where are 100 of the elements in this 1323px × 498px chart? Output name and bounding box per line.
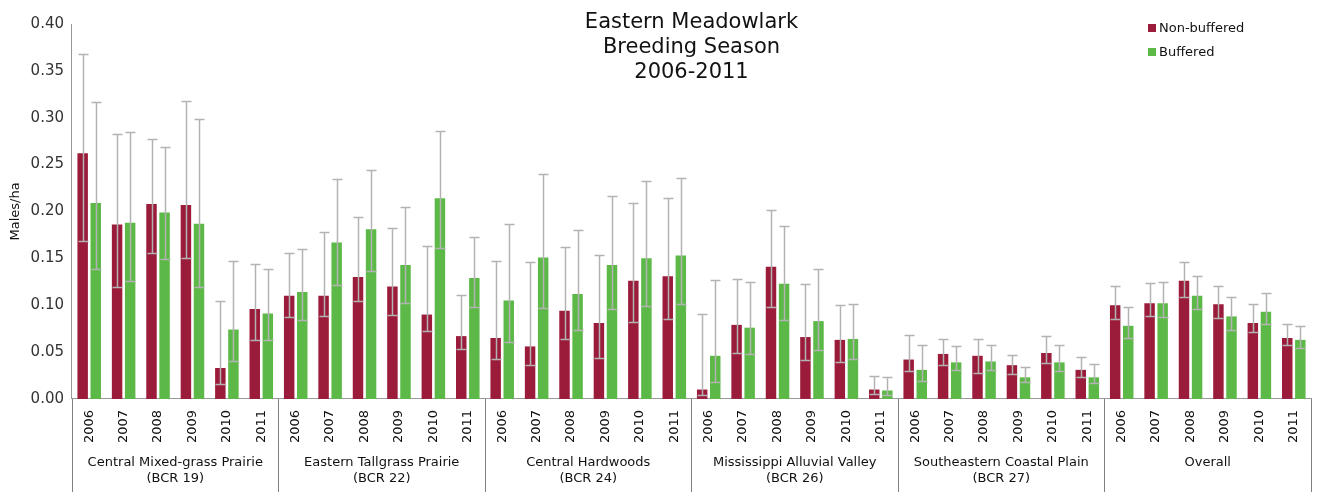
text: Eastern Tallgrass Prairie (BCR 22) [304, 453, 460, 485]
bar [572, 293, 583, 399]
bar [1054, 362, 1065, 399]
x-tick-label: 2011 [459, 409, 475, 444]
bar [1109, 305, 1121, 399]
bar [731, 324, 742, 399]
bar [744, 327, 755, 399]
bar [421, 314, 433, 399]
x-tick-label: 2006 [493, 409, 509, 444]
text: Southeastern Coastal Plain (BCR 27) [913, 453, 1089, 485]
bar [352, 277, 364, 399]
bar [641, 258, 652, 399]
bar [1075, 369, 1086, 399]
text: Overall [1184, 453, 1231, 469]
bar [985, 361, 996, 399]
bar [813, 321, 824, 399]
bar [77, 153, 88, 399]
x-tick-label: 2010 [424, 409, 440, 444]
bar [331, 242, 342, 399]
bar [593, 323, 605, 399]
x-tick-label: 2010 [631, 409, 647, 444]
bar [1282, 337, 1293, 399]
x-tick-label: 2007 [321, 409, 337, 444]
y-tick-label: 0.15 [30, 248, 64, 267]
y-tick-label: 0.30 [30, 107, 64, 126]
bar [262, 313, 274, 399]
bar [765, 266, 777, 399]
bar [950, 362, 962, 399]
y-tick-label: 0.00 [30, 388, 64, 407]
x-tick-label: 2008 [149, 409, 165, 444]
x-tick-label: 2011 [1078, 409, 1094, 444]
x-tick-label: 2006 [287, 409, 303, 444]
y-axis-title: Males/ha [7, 182, 23, 241]
legend-label: Buffered [1159, 44, 1215, 59]
bar [903, 359, 914, 399]
bar [1247, 323, 1259, 399]
x-tick-label: 2008 [768, 409, 784, 444]
x-tick-label: 2007 [528, 409, 543, 444]
x-tick-label: 2007 [941, 409, 956, 444]
y-tick-label: 0.35 [30, 60, 64, 79]
bar [193, 223, 205, 399]
bar [1123, 325, 1134, 399]
bar [847, 338, 859, 399]
bar [1041, 352, 1052, 399]
bar [124, 222, 136, 399]
bar [778, 283, 790, 399]
bar [1178, 280, 1190, 399]
bar [159, 212, 170, 399]
x-tick-label: 2009 [596, 409, 612, 444]
bar [1260, 311, 1272, 399]
bar [1157, 303, 1168, 399]
bar [559, 310, 570, 399]
bar [1019, 377, 1031, 399]
bar [215, 367, 226, 399]
y-tick-label: 0.25 [30, 154, 64, 173]
bar [180, 204, 192, 399]
bar [283, 295, 295, 399]
bar [834, 339, 846, 399]
x-tick-label: 2009 [390, 409, 406, 444]
bar [90, 203, 101, 399]
x-tick-label: 2011 [872, 409, 888, 444]
x-tick-label: 2009 [1216, 409, 1232, 444]
bar [228, 329, 239, 399]
bar [503, 300, 514, 399]
bar [1295, 339, 1306, 399]
legend-label: Non-buffered [1159, 20, 1245, 35]
x-tick-label: 2011 [252, 409, 268, 444]
x-tick-label: 2008 [975, 409, 991, 444]
x-tick-label: 2010 [837, 409, 853, 444]
bar [1088, 377, 1100, 399]
bar [387, 286, 398, 399]
bar [675, 255, 687, 399]
y-tick-label: 0.05 [30, 341, 64, 360]
bar [972, 355, 983, 399]
x-tick-label: 2009 [803, 409, 819, 444]
bar [365, 229, 377, 399]
text: Eastern Meadowlark Breeding Season 2006-2011 [584, 8, 799, 83]
x-tick-label: 2010 [1250, 409, 1266, 444]
x-tick-label: 2010 [1044, 409, 1060, 444]
x-tick-label: 2009 [183, 409, 199, 444]
y-tick-label: 0.20 [30, 201, 64, 220]
text: Central Hardwoods (BCR 24) [526, 453, 651, 485]
x-tick-label: 2008 [355, 409, 371, 444]
text: Central Mixed-grass Prairie (BCR 19) [87, 453, 263, 485]
x-tick-label: 2010 [218, 409, 234, 444]
bar [800, 337, 811, 399]
x-tick-label: 2011 [1285, 409, 1301, 444]
bar [1213, 304, 1224, 399]
x-tick-label: 2007 [115, 409, 130, 444]
x-tick-label: 2008 [1181, 409, 1197, 444]
bar [1226, 316, 1237, 399]
x-tick-label: 2007 [734, 409, 750, 444]
bar [662, 276, 673, 399]
y-tick-label: 0.10 [30, 295, 64, 314]
x-tick-label: 2006 [1113, 409, 1129, 444]
bar [400, 264, 411, 399]
bar [1191, 295, 1203, 399]
bar [490, 337, 501, 399]
bar [1144, 303, 1155, 399]
x-tick-label: 2011 [665, 409, 681, 444]
